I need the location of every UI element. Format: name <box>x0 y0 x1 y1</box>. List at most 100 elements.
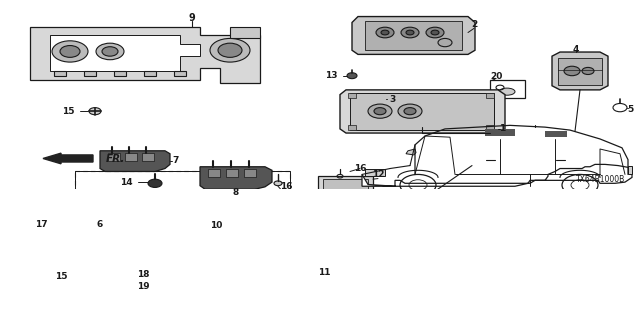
Text: FR.: FR. <box>106 154 125 164</box>
Circle shape <box>52 41 88 62</box>
Text: 8: 8 <box>233 188 239 197</box>
Circle shape <box>102 47 118 56</box>
Bar <box>244 169 256 177</box>
Circle shape <box>274 181 282 186</box>
Circle shape <box>89 108 101 115</box>
Bar <box>490 80 525 98</box>
Circle shape <box>438 38 452 47</box>
Circle shape <box>157 229 193 250</box>
Polygon shape <box>340 90 505 133</box>
Bar <box>114 71 126 76</box>
Polygon shape <box>352 17 475 54</box>
Text: 20: 20 <box>490 72 502 81</box>
Text: 12: 12 <box>372 170 384 179</box>
Text: 15: 15 <box>56 272 68 281</box>
Circle shape <box>406 30 414 35</box>
Circle shape <box>197 229 233 250</box>
Circle shape <box>218 43 242 57</box>
Text: 3: 3 <box>389 95 395 104</box>
Circle shape <box>582 68 594 75</box>
Bar <box>84 71 96 76</box>
Circle shape <box>398 104 422 118</box>
Bar <box>235 201 290 239</box>
Polygon shape <box>200 167 272 189</box>
Bar <box>75 172 290 278</box>
Circle shape <box>381 30 389 35</box>
Circle shape <box>431 30 439 35</box>
Polygon shape <box>552 52 608 90</box>
Circle shape <box>113 227 157 252</box>
Bar <box>486 93 494 98</box>
FancyArrow shape <box>43 153 93 164</box>
Circle shape <box>60 45 80 57</box>
Circle shape <box>564 66 580 76</box>
Circle shape <box>96 43 124 60</box>
Bar <box>365 169 385 176</box>
Text: 11: 11 <box>317 268 330 276</box>
Text: 14: 14 <box>120 178 133 187</box>
Text: 10: 10 <box>210 221 222 230</box>
Bar <box>348 93 356 98</box>
Bar <box>54 71 66 76</box>
Polygon shape <box>50 36 200 71</box>
Bar <box>75 172 290 278</box>
Circle shape <box>426 27 444 38</box>
Bar <box>485 129 515 136</box>
Bar <box>75 172 290 278</box>
Bar <box>208 169 220 177</box>
Polygon shape <box>100 151 170 172</box>
Circle shape <box>374 108 386 115</box>
Text: 6: 6 <box>97 220 103 229</box>
Polygon shape <box>75 195 318 263</box>
Circle shape <box>122 232 148 247</box>
Bar <box>108 153 120 161</box>
Bar <box>545 131 567 137</box>
Text: 18: 18 <box>138 270 150 279</box>
Circle shape <box>401 27 419 38</box>
Bar <box>174 71 186 76</box>
Text: 1: 1 <box>499 124 505 133</box>
Ellipse shape <box>499 88 515 95</box>
Bar <box>162 271 180 278</box>
Circle shape <box>347 73 357 79</box>
Bar <box>125 153 137 161</box>
Bar <box>486 125 494 130</box>
Circle shape <box>404 108 416 115</box>
Bar <box>628 165 632 174</box>
Text: 16: 16 <box>354 164 366 173</box>
Circle shape <box>343 197 353 203</box>
Polygon shape <box>406 149 416 155</box>
Text: 19: 19 <box>138 282 150 291</box>
Circle shape <box>148 179 162 188</box>
Bar <box>230 27 260 38</box>
Bar <box>348 125 356 130</box>
Text: 9: 9 <box>189 13 195 23</box>
Circle shape <box>210 38 250 62</box>
Circle shape <box>83 273 97 281</box>
Bar <box>240 204 285 236</box>
Bar <box>144 71 156 76</box>
Circle shape <box>372 97 380 102</box>
Polygon shape <box>362 164 632 186</box>
Text: 4: 4 <box>573 44 579 53</box>
Text: 16: 16 <box>280 182 292 191</box>
Text: 13: 13 <box>326 71 338 80</box>
Text: 17: 17 <box>35 220 48 229</box>
Bar <box>323 179 368 209</box>
Polygon shape <box>100 219 290 260</box>
Text: 15: 15 <box>63 107 75 116</box>
Bar <box>558 58 602 84</box>
Circle shape <box>368 104 392 118</box>
Bar <box>318 176 373 212</box>
Bar <box>226 169 238 177</box>
Circle shape <box>165 234 185 245</box>
Circle shape <box>376 27 394 38</box>
Polygon shape <box>30 27 260 83</box>
Text: TX64B1000B: TX64B1000B <box>576 175 625 185</box>
Polygon shape <box>350 93 494 130</box>
Text: 2: 2 <box>471 20 477 29</box>
Bar <box>142 153 154 161</box>
Text: 7: 7 <box>173 156 179 165</box>
Text: 5: 5 <box>627 105 633 114</box>
Polygon shape <box>365 21 462 50</box>
